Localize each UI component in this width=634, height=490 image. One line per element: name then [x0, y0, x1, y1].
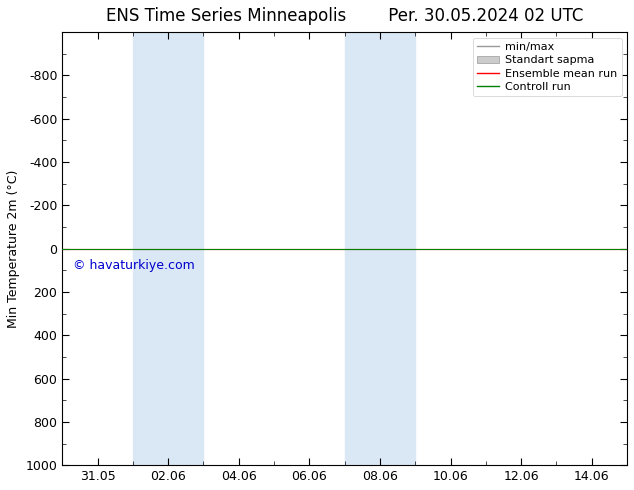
Bar — [133, 32, 204, 465]
Y-axis label: Min Temperature 2m (°C): Min Temperature 2m (°C) — [7, 170, 20, 328]
Legend: min/max, Standart sapma, Ensemble mean run, Controll run: min/max, Standart sapma, Ensemble mean r… — [472, 38, 621, 97]
Title: ENS Time Series Minneapolis        Per. 30.05.2024 02 UTC: ENS Time Series Minneapolis Per. 30.05.2… — [106, 7, 583, 25]
Text: © havaturkiye.com: © havaturkiye.com — [73, 259, 195, 272]
Bar — [345, 32, 415, 465]
